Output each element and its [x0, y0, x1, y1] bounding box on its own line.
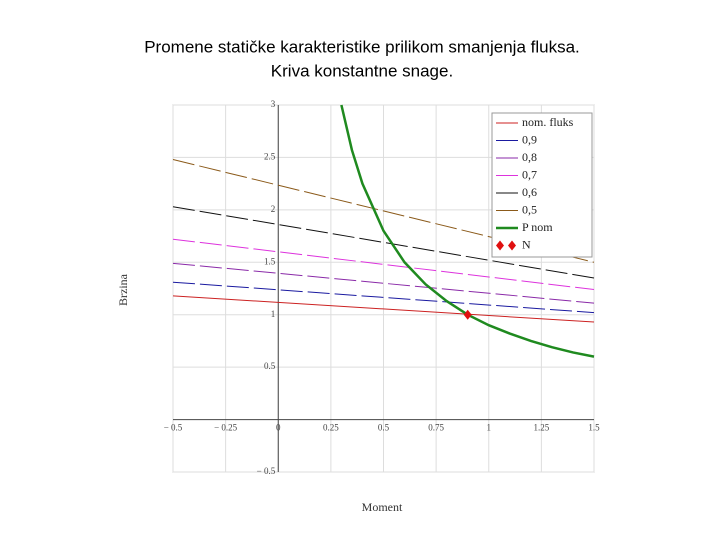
x-tick-label: 1: [487, 423, 492, 433]
x-tick-label: − 0.5: [164, 423, 183, 433]
x-tick-label: 0.25: [323, 423, 339, 433]
legend-label: 0,8: [522, 150, 537, 164]
legend-label: 0,6: [522, 185, 537, 199]
legend-label: nom. fluks: [522, 115, 574, 129]
x-tick-label: − 0.25: [214, 423, 238, 433]
series-line: [340, 104, 595, 358]
y-tick-label: 2.5: [264, 151, 276, 161]
x-tick-label: 0.5: [378, 423, 390, 433]
legend-label: P nom: [522, 220, 553, 234]
series-line: [172, 262, 595, 304]
x-tick-label: 1.5: [588, 423, 600, 433]
legend-label: 0,7: [522, 167, 537, 181]
x-axis-title: Moment: [362, 500, 403, 514]
series-line: [172, 238, 595, 291]
legend-marker: [496, 240, 504, 251]
chart-title: Promene statičke karakteristike prilikom…: [144, 37, 580, 56]
point: [463, 309, 472, 320]
legend-marker: [508, 240, 516, 251]
y-tick-label: 3: [271, 99, 276, 109]
series-line: [172, 295, 595, 323]
legend: [491, 112, 593, 258]
y-tick-label: − 0.5: [257, 466, 276, 476]
y-tick-label: 0.5: [264, 361, 276, 371]
x-tick-label: 0.75: [428, 423, 444, 433]
x-tick-label: 1.25: [534, 423, 550, 433]
y-tick-label: 1: [271, 309, 276, 319]
chart-subtitle: Kriva konstantne snage.: [271, 61, 453, 80]
series-line: [172, 206, 595, 279]
legend-label: 0,5: [522, 202, 537, 216]
y-tick-label: 1.5: [264, 256, 276, 266]
legend-label: 0,9: [522, 132, 537, 146]
legend-label: N: [522, 237, 531, 251]
y-axis-title: Brzina: [116, 273, 130, 306]
series-line: [172, 281, 595, 314]
y-tick-label: 2: [271, 204, 276, 214]
